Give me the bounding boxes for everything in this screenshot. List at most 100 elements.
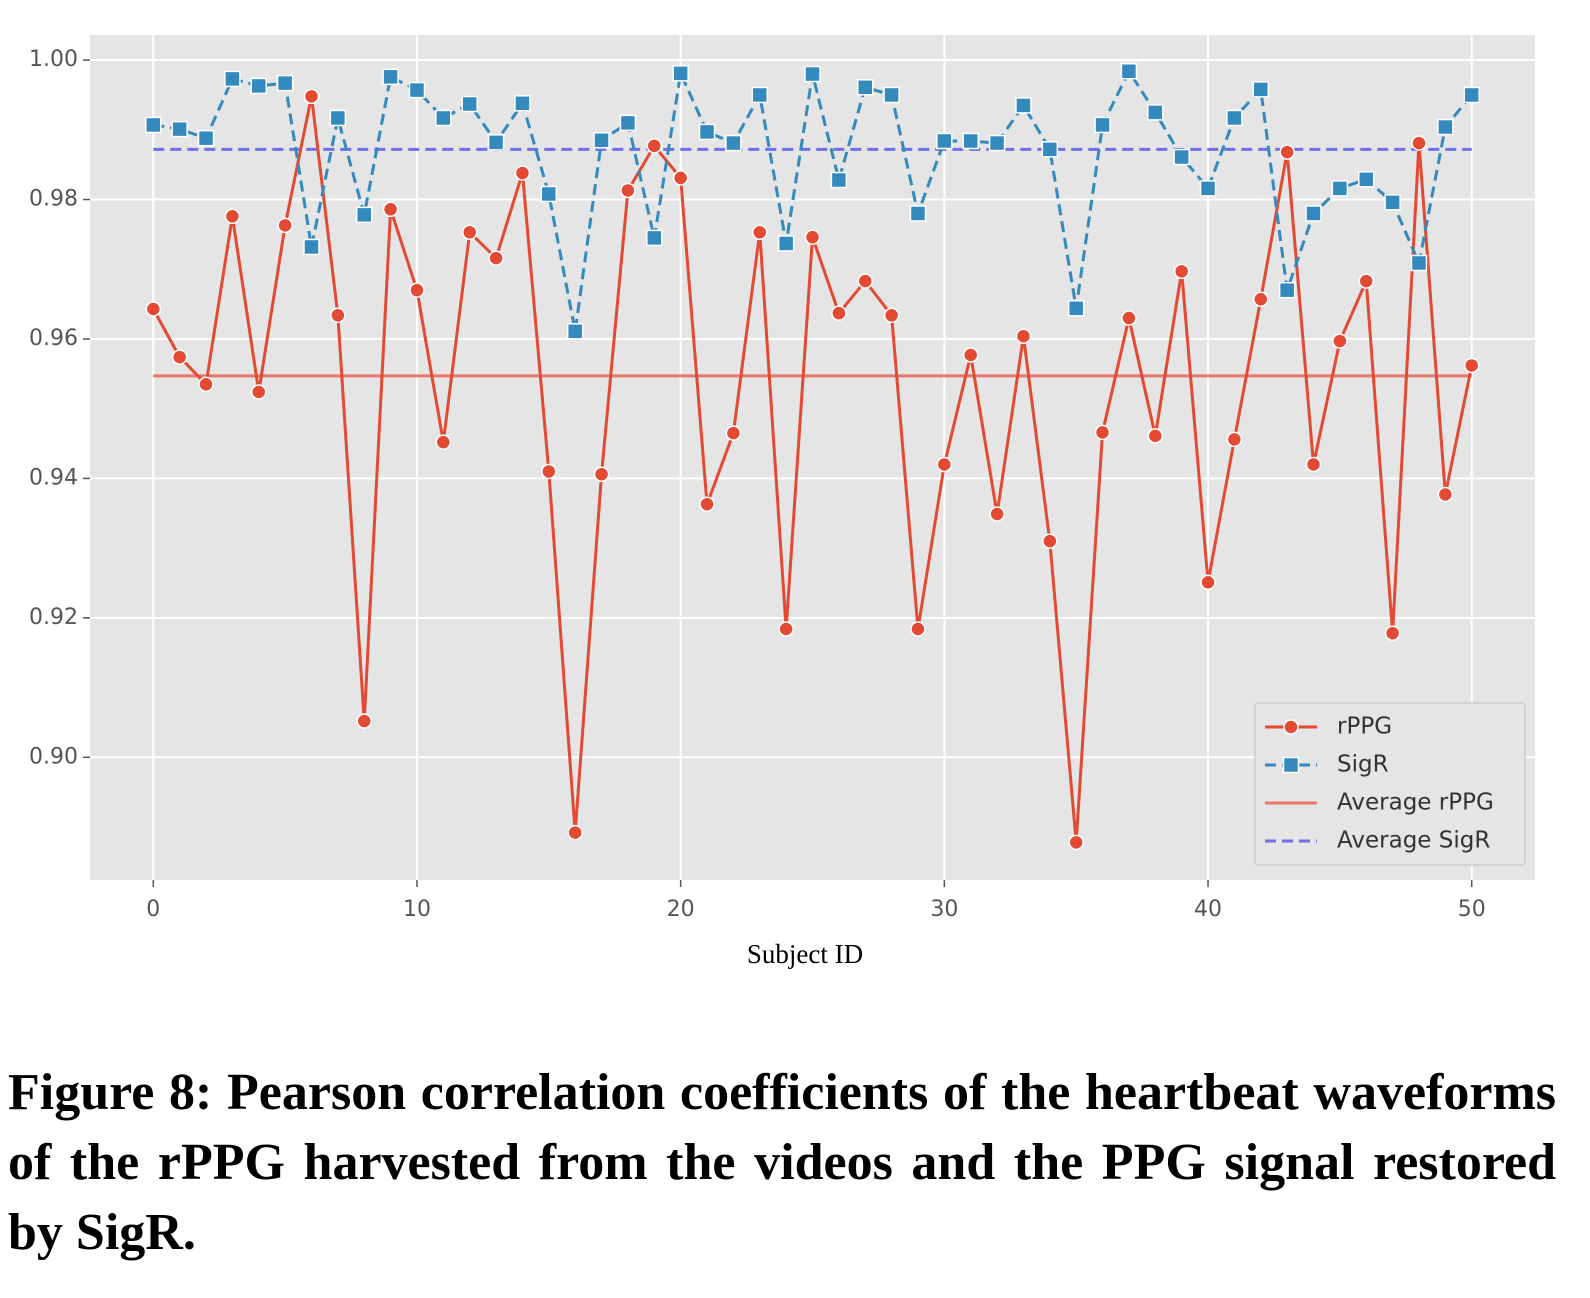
- data-point: [303, 88, 320, 105]
- data-point: [989, 506, 1005, 522]
- data-point: [1199, 180, 1217, 197]
- data-point: [1331, 180, 1349, 197]
- data-point: [883, 86, 900, 104]
- data-point: [1437, 118, 1454, 136]
- data-point: [145, 116, 162, 134]
- data-point: [883, 307, 900, 324]
- data-point: [1437, 486, 1454, 503]
- data-point: [698, 123, 716, 141]
- data-point: [910, 621, 926, 637]
- data-point: [1305, 205, 1322, 222]
- data-point: [1358, 273, 1374, 289]
- data-point: [566, 323, 584, 340]
- data-point: [435, 109, 452, 127]
- data-point: [1410, 254, 1428, 272]
- data-point: [487, 134, 505, 151]
- data-point: [804, 229, 821, 245]
- data-point: [541, 463, 557, 480]
- x-axis-label: Subject ID: [747, 939, 863, 969]
- data-point: [356, 713, 372, 729]
- data-point: [330, 307, 346, 324]
- data-point: [250, 77, 268, 95]
- legend-label: rPPG: [1337, 714, 1392, 740]
- data-point: [1147, 428, 1164, 444]
- data-point: [382, 68, 399, 86]
- x-tick-label: 0: [146, 897, 160, 922]
- data-point: [1200, 574, 1216, 591]
- data-point: [1121, 310, 1137, 326]
- legend: rPPG SigR Average rPPG Average SigR: [1254, 702, 1526, 866]
- data-point: [276, 74, 294, 92]
- data-point: [857, 273, 873, 289]
- data-point: [224, 208, 241, 225]
- data-point: [408, 81, 426, 99]
- data-point: [1384, 194, 1401, 211]
- data-point: [1332, 333, 1348, 349]
- x-tick-label: 10: [403, 897, 431, 922]
- data-point: [435, 434, 452, 450]
- data-point: [409, 282, 425, 298]
- data-point: [593, 466, 610, 482]
- data-point: [567, 824, 583, 841]
- data-point: [1279, 144, 1295, 160]
- data-point: [646, 138, 663, 154]
- data-point: [777, 235, 795, 252]
- data-point: [804, 65, 821, 83]
- data-point: [171, 349, 188, 365]
- data-point: [672, 65, 689, 82]
- data-point: [725, 425, 742, 441]
- legend-box: [1254, 702, 1526, 866]
- data-point: [988, 134, 1006, 152]
- data-point: [197, 129, 215, 147]
- y-tick-label: 1.00: [29, 47, 78, 72]
- y-tick-label: 0.90: [29, 744, 78, 769]
- data-point: [778, 621, 794, 637]
- data-point: [1094, 116, 1111, 134]
- data-point: [620, 182, 636, 199]
- y-tick-label: 0.92: [29, 605, 78, 630]
- data-point: [1067, 300, 1085, 317]
- data-point: [1015, 328, 1032, 344]
- data-point: [593, 132, 610, 149]
- data-point: [145, 301, 162, 317]
- data-point: [1068, 834, 1084, 851]
- data-point: [831, 305, 847, 321]
- data-point: [303, 238, 320, 256]
- data-point: [909, 205, 927, 222]
- data-point: [1094, 424, 1111, 441]
- data-point: [672, 170, 689, 186]
- data-point: [1357, 171, 1375, 188]
- data-point: [830, 171, 848, 189]
- legend-label: Average SigR: [1337, 828, 1490, 854]
- data-point: [1226, 109, 1243, 127]
- legend-marker: [1283, 719, 1299, 735]
- y-tick-label: 0.98: [29, 187, 78, 212]
- data-point: [355, 206, 373, 224]
- data-point: [488, 250, 504, 266]
- chart: Subject ID 0.90 0.92 0.94 0.96 0.98 1.00 0 10 20…: [29, 35, 1535, 969]
- data-point: [1463, 357, 1480, 374]
- data-point: [1015, 97, 1032, 114]
- data-point: [752, 224, 768, 241]
- x-tick-label: 40: [1194, 897, 1222, 922]
- data-point: [461, 95, 478, 113]
- data-point: [1253, 291, 1269, 307]
- data-point: [1041, 141, 1059, 158]
- data-point: [856, 79, 874, 96]
- data-point: [1305, 456, 1322, 473]
- x-tick-label: 30: [930, 897, 958, 922]
- data-point: [198, 376, 214, 393]
- data-point: [699, 496, 715, 512]
- data-point: [936, 132, 953, 150]
- data-point: [1384, 625, 1401, 641]
- data-point: [329, 109, 347, 127]
- data-point: [1278, 281, 1296, 299]
- y-tick-label: 0.94: [29, 465, 78, 490]
- data-point: [962, 347, 979, 363]
- legend-label: Average rPPG: [1337, 790, 1494, 816]
- data-point: [171, 120, 188, 138]
- data-point: [1120, 63, 1138, 80]
- data-point: [277, 217, 293, 234]
- data-point: [540, 185, 558, 203]
- data-point: [514, 165, 531, 181]
